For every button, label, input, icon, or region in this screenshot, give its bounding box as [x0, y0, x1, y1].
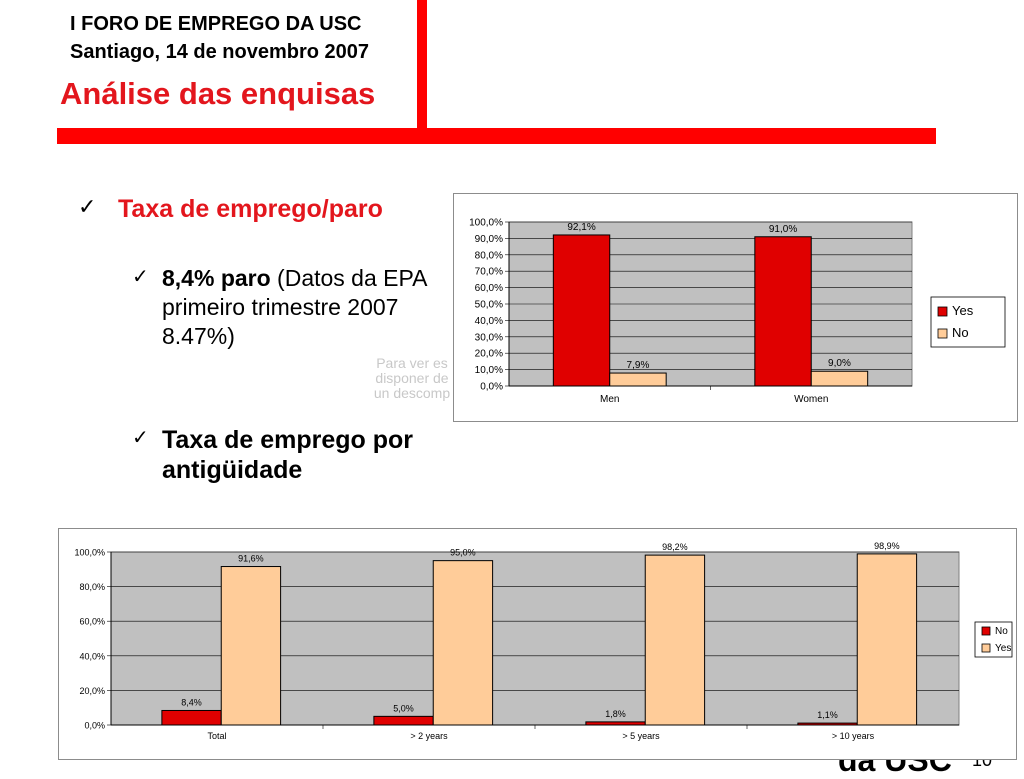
bar [810, 370, 869, 387]
y-tick-label: 20,0% [79, 686, 105, 696]
y-tick-label: 90,0% [475, 234, 503, 245]
y-tick-label: 100,0% [469, 218, 503, 229]
data-label: 7,9% [627, 360, 650, 371]
y-tick-label: 0,0% [84, 721, 105, 731]
header-line-1: I FORO DE EMPREGO DA USC [70, 13, 362, 35]
bar [856, 553, 918, 726]
bar [432, 560, 494, 726]
bar [552, 234, 611, 387]
data-label: 95,0% [450, 548, 476, 558]
data-label: 1,8% [605, 709, 626, 719]
data-label: 91,6% [238, 554, 264, 564]
data-label: 98,2% [662, 542, 688, 552]
bullet-level-2-rest: (Datos da EPA primeiro trimestre 2007 8.… [162, 265, 427, 349]
y-tick-label: 60,0% [79, 617, 105, 627]
bar [220, 566, 282, 726]
data-label: 92,1% [567, 222, 595, 233]
header-line-2: Santiago, 14 de novembro 2007 [70, 41, 369, 63]
bullet-level-1-text: Taxa de emprego/paro [118, 195, 383, 223]
bar [754, 236, 812, 387]
y-tick-label: 60,0% [475, 283, 503, 294]
bullet-level-2: ✓ 8,4% paro (Datos da EPA primeiro trime… [132, 264, 432, 351]
data-label: 98,9% [874, 541, 900, 551]
legend-swatch [981, 626, 991, 636]
x-tick-label: > 2 years [410, 731, 448, 741]
y-tick-label: 0,0% [480, 382, 503, 393]
x-tick-label: Women [794, 394, 828, 405]
data-label: 1,1% [817, 710, 838, 720]
checkmark-icon: ✓ [132, 425, 149, 449]
ghost-line-2: disponer de [375, 370, 449, 386]
bar [644, 554, 706, 726]
y-tick-label: 40,0% [79, 651, 105, 661]
page-title: Análise das enquisas [60, 76, 376, 111]
checkmark-icon: ✓ [132, 264, 149, 288]
bar [161, 709, 222, 726]
y-tick-label: 50,0% [475, 300, 503, 311]
bullet-level-2-bold: 8,4% paro [162, 265, 271, 291]
legend-label: No [995, 626, 1008, 637]
legend-box [930, 296, 1006, 348]
y-tick-label: 20,0% [475, 349, 503, 360]
data-label: 8,4% [181, 697, 202, 707]
header-vertical-bar [417, 0, 427, 128]
legend-swatch [981, 643, 991, 653]
ghost-line-3: un descomp [373, 385, 451, 401]
placeholder-ghost-text: Para ver es disponer de un descomp [370, 356, 454, 401]
y-tick-label: 40,0% [475, 316, 503, 327]
chart-employment-by-seniority-svg: 0,0% 20,0% 40,0% 60,0% 80,0% 100,0% Total 8,4% 9… [74, 541, 1013, 741]
x-tick-label: > 10 years [832, 731, 875, 741]
y-tick-label: 70,0% [475, 267, 503, 278]
checkmark-icon: ✓ [78, 195, 97, 220]
bullet-level-1: ✓ Taxa de emprego/paro [78, 195, 383, 224]
bullet-level-3-text: Taxa de emprego por antigüidade [162, 426, 413, 484]
legend-label: Yes [952, 303, 974, 318]
data-label: 91,0% [769, 224, 797, 235]
y-tick-label: 30,0% [475, 332, 503, 343]
header-horizontal-bar [57, 128, 936, 144]
y-tick-label: 80,0% [79, 582, 105, 592]
legend-swatch [937, 328, 948, 339]
bar [609, 372, 667, 387]
legend-label: No [952, 325, 969, 340]
y-tick-label: 100,0% [74, 548, 105, 558]
x-tick-label: Total [207, 731, 226, 741]
chart-employment-by-seniority: 0,0% 20,0% 40,0% 60,0% 80,0% 100,0% Total 8,4% 9… [58, 528, 1017, 760]
bar [373, 715, 434, 726]
chart-employment-rate-svg: 0,0% 10,0% 20,0% 30,0% 40,0% 50,0% 60,0% 70,0% 8… [469, 218, 1006, 405]
x-tick-label: > 5 years [622, 731, 660, 741]
legend-label: Yes [995, 643, 1011, 654]
chart-employment-rate: 0,0% 10,0% 20,0% 30,0% 40,0% 50,0% 60,0% 70,0% 8… [453, 193, 1018, 422]
x-tick-label: Men [600, 394, 619, 405]
ghost-line-1: Para ver es [376, 356, 448, 371]
y-tick-label: 10,0% [475, 365, 503, 376]
bullet-level-3: ✓ Taxa de emprego por antigüidade [132, 425, 432, 485]
data-label: 9,0% [828, 358, 851, 369]
legend-box [974, 621, 1013, 658]
y-tick-label: 80,0% [475, 250, 503, 261]
legend-swatch [937, 306, 948, 317]
bullet-level-2-text: 8,4% paro (Datos da EPA primeiro trimest… [162, 264, 432, 351]
data-label: 5,0% [393, 703, 414, 713]
